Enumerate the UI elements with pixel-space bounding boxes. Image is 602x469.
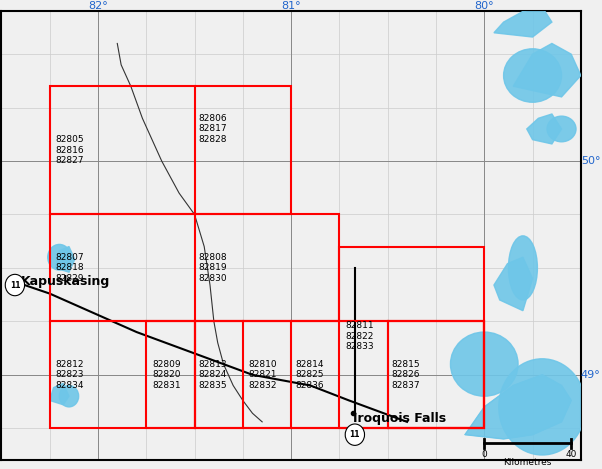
Text: 49°: 49° xyxy=(581,370,601,380)
Text: 50°: 50° xyxy=(581,156,600,166)
Text: 82°: 82° xyxy=(88,1,108,11)
Bar xyxy=(50,214,340,321)
Ellipse shape xyxy=(60,386,79,407)
Bar xyxy=(388,321,484,428)
Text: 82812
82823
82834: 82812 82823 82834 xyxy=(55,360,84,390)
Text: 82813
82824
82835: 82813 82824 82835 xyxy=(199,360,227,390)
Bar xyxy=(194,321,484,428)
Circle shape xyxy=(345,424,365,446)
Ellipse shape xyxy=(450,332,518,396)
Text: Kapuskasing: Kapuskasing xyxy=(20,275,110,288)
Ellipse shape xyxy=(547,116,576,142)
Bar xyxy=(146,321,484,428)
Circle shape xyxy=(5,274,25,296)
Text: 82815
82826
82837: 82815 82826 82837 xyxy=(391,360,420,390)
Polygon shape xyxy=(55,247,75,272)
Text: 11: 11 xyxy=(10,280,20,289)
Bar xyxy=(50,86,291,214)
Text: 82806
82817
82828: 82806 82817 82828 xyxy=(199,114,227,144)
Bar xyxy=(340,247,484,428)
Bar xyxy=(50,321,194,428)
Text: 40: 40 xyxy=(565,450,577,459)
Polygon shape xyxy=(514,44,581,97)
Text: 80°: 80° xyxy=(474,1,494,11)
Ellipse shape xyxy=(499,359,586,455)
Ellipse shape xyxy=(48,244,71,270)
Polygon shape xyxy=(494,7,552,37)
Polygon shape xyxy=(465,375,571,439)
Ellipse shape xyxy=(504,49,562,102)
Text: 81°: 81° xyxy=(281,1,301,11)
Polygon shape xyxy=(494,257,533,310)
Polygon shape xyxy=(50,383,69,405)
Text: 82807
82818
82829: 82807 82818 82829 xyxy=(55,253,84,283)
Text: 82814
82825
82836: 82814 82825 82836 xyxy=(295,360,324,390)
Text: 82805
82816
82827: 82805 82816 82827 xyxy=(55,136,84,165)
Text: 82811
82822
82833: 82811 82822 82833 xyxy=(345,321,374,351)
Ellipse shape xyxy=(509,236,538,300)
Text: 82808
82819
82830: 82808 82819 82830 xyxy=(199,253,227,283)
Text: 0: 0 xyxy=(482,450,487,459)
Text: 11: 11 xyxy=(350,430,360,439)
Text: Iroquois Falls: Iroquois Falls xyxy=(353,412,446,425)
Polygon shape xyxy=(527,114,562,144)
Text: Kilometres: Kilometres xyxy=(503,458,552,467)
Text: 82809
82820
82831: 82809 82820 82831 xyxy=(152,360,181,390)
Text: 82810
82821
82832: 82810 82821 82832 xyxy=(249,360,278,390)
